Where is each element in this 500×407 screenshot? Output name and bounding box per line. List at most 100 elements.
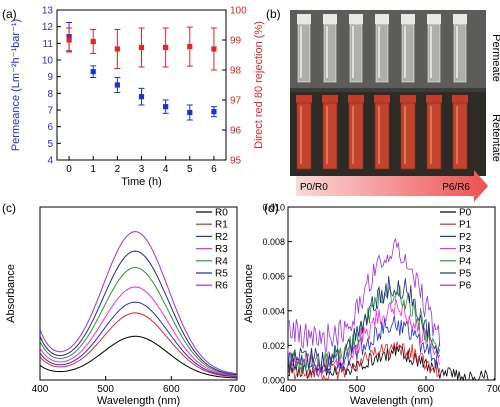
arrow-left-label: P0/R0 (300, 182, 328, 193)
x-axis-label: Wavelength (nm) (350, 395, 433, 407)
x-axis-label: Time (h) (121, 176, 162, 188)
permeate-tube (323, 23, 337, 83)
retentate-label: Retentate (490, 114, 500, 162)
retentate-tube-cap (400, 95, 416, 103)
retentate-tube (296, 102, 312, 170)
permeate-tube-cap (427, 14, 441, 24)
legend-label-P1: P1 (459, 220, 472, 231)
retentate-tube (400, 102, 416, 170)
panel-label-c: (c) (2, 201, 16, 215)
y2-axis-label: Direct red 80 rejection (%) (253, 21, 265, 149)
permeance-point (138, 94, 145, 100)
y2-tick-label: 95 (230, 156, 242, 167)
rejection-point (211, 46, 217, 52)
x-tick-label: 600 (418, 384, 435, 395)
permeance-point (187, 109, 193, 116)
plot-frame (287, 206, 496, 381)
tube-glare (456, 106, 458, 164)
photo-panel-b: Permeate Retentate (290, 10, 500, 176)
series-line-R0 (39, 335, 237, 379)
permeate-tube (427, 23, 441, 83)
retentate-tube-cap (296, 95, 312, 103)
permeance-point (90, 69, 96, 75)
y-tick-label: 4 (47, 156, 53, 167)
retentate-tube (322, 102, 338, 170)
y-tick-label: 9 (47, 72, 53, 83)
tube-glare (352, 106, 354, 164)
legend-label-P4: P4 (459, 256, 472, 267)
arrow-right-label: P6/R6 (442, 182, 470, 193)
series-line-P0 (287, 344, 496, 382)
permeance-point (163, 104, 169, 110)
y-tick-label: 12 (42, 22, 54, 33)
series-line-R6 (39, 231, 238, 375)
permeate-tube-cap (297, 14, 311, 24)
y-tick-label: 7 (47, 106, 53, 117)
retentate-tube (426, 102, 442, 170)
permeate-tube (375, 23, 389, 83)
legend-label-P5: P5 (459, 269, 472, 280)
y-axis-label: Permeance (Lm⁻²h⁻¹bar⁻¹) (10, 19, 22, 151)
y-tick-label: 0.006 (262, 272, 285, 282)
permeate-tube-cap (323, 14, 337, 24)
tube-glare (326, 26, 328, 78)
permeate-tube (453, 23, 467, 83)
x-tick-label: 4 (163, 164, 169, 175)
rejection-point (138, 44, 145, 51)
y2-tick-label: 97 (230, 96, 242, 107)
x-tick-label: 500 (97, 384, 114, 395)
permeate-tube-cap (375, 14, 389, 24)
series-line-R2 (39, 301, 238, 377)
retentate-tube-cap (452, 95, 468, 103)
series-line-P5 (287, 275, 441, 373)
rejection-point (66, 37, 72, 43)
tube-glare (456, 26, 458, 78)
tube-glare (378, 106, 380, 164)
y-tick-label: 13 (42, 6, 54, 17)
series-line-R5 (39, 250, 238, 376)
tube-glare (326, 106, 328, 164)
tube-glare (300, 106, 302, 164)
rejection-point (163, 44, 169, 51)
y-tick-label: 0.004 (262, 306, 285, 316)
retentate-tube-cap (322, 95, 338, 103)
chart-d: 0.000 0.002 0.004 0.006 0.008 0.010 400 500 600 7… (243, 203, 500, 407)
permeate-tube (297, 23, 311, 83)
series-line-R3 (39, 286, 238, 377)
tube-glare (430, 106, 432, 164)
permeate-tube (401, 23, 415, 83)
y-tick-label: 0.000 (262, 376, 285, 386)
tube-glare (430, 26, 432, 78)
rejection-point (90, 38, 96, 45)
x-tick-label: 6 (211, 164, 217, 175)
retentate-tube-cap (348, 95, 364, 103)
y2-tick-label: 100 (230, 6, 247, 17)
x-tick-label: 0 (66, 164, 72, 175)
x-tick-label: 400 (280, 384, 297, 395)
y-tick-label: 0.010 (262, 203, 285, 213)
series-line-R4 (39, 266, 238, 376)
x-tick-label: 700 (487, 384, 500, 395)
retentate-tube (348, 102, 364, 170)
x-tick-label: 600 (163, 384, 180, 395)
series-line-R1 (39, 312, 238, 378)
x-tick-label: 500 (349, 384, 366, 395)
permeance-point (211, 109, 217, 115)
legend-label-R4: R4 (215, 256, 228, 267)
permeate-tube (349, 23, 363, 83)
tube-glare (404, 106, 406, 164)
series-line-P6 (287, 238, 441, 352)
x-tick-label: 2 (115, 164, 121, 175)
x-tick-label: 5 (187, 164, 193, 175)
legend-label-P2: P2 (459, 232, 472, 243)
y-tick-label: 0.008 (262, 237, 285, 247)
permeate-tube-cap (453, 14, 467, 24)
y2-tick-label: 98 (230, 66, 242, 77)
y-tick-label: 11 (43, 39, 54, 50)
y-tick-label: 10 (42, 56, 54, 67)
retentate-tube-cap (426, 95, 442, 103)
legend-label-P0: P0 (459, 208, 472, 219)
permeate-tube-cap (349, 14, 363, 24)
